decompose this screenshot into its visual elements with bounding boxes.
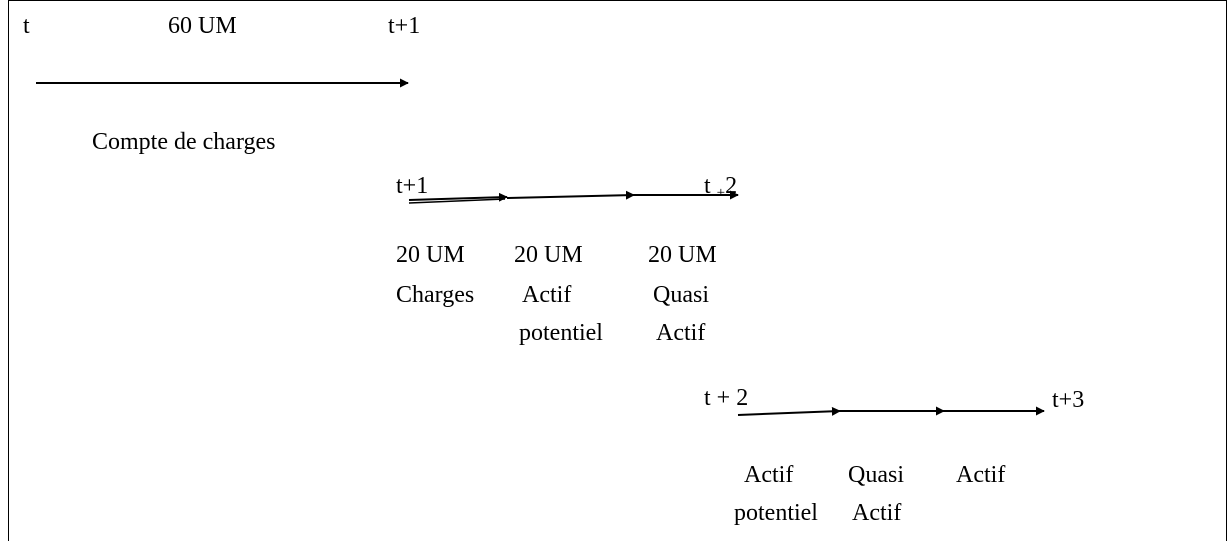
col-actif-potentiel-amount: 20 UM [514, 242, 583, 268]
label-compte-de-charges: Compte de charges [92, 129, 276, 155]
arrow-charges [408, 192, 508, 202]
col-actif-potentiel-line1: Actif [522, 282, 572, 308]
col-quasi-actif-line2: Actif [656, 320, 706, 346]
label-t-plus-1: t+1 [388, 13, 421, 39]
row3-col2-line2: Actif [852, 500, 902, 526]
col-quasi-actif-amount: 20 UM [648, 242, 717, 268]
label-t: t [23, 13, 30, 39]
col-actif-potentiel-line2: potentiel [519, 320, 603, 346]
col-charges-label: Charges [396, 282, 475, 308]
label-row3-start: t + 2 [704, 385, 749, 411]
row3-col2-line1: Quasi [848, 462, 904, 488]
arrow-charges-double [408, 198, 506, 204]
label-t-plus-3: t+3 [1052, 387, 1085, 413]
row3-col1-line1: Actif [744, 462, 794, 488]
arrow-actif-potentiel [506, 190, 635, 200]
col-quasi-actif-line1: Quasi [653, 282, 709, 308]
diagram-frame [8, 0, 1227, 541]
col-charges-amount: 20 UM [396, 242, 465, 268]
row3-col1-line2: potentiel [734, 500, 818, 526]
label-row2-start: t+1 [396, 173, 429, 199]
label-row2-end: t +2 [704, 173, 738, 201]
arrow-row3-seg1 [737, 406, 841, 416]
row3-col3-line1: Actif [956, 462, 1006, 488]
label-60-um: 60 UM [168, 13, 237, 39]
